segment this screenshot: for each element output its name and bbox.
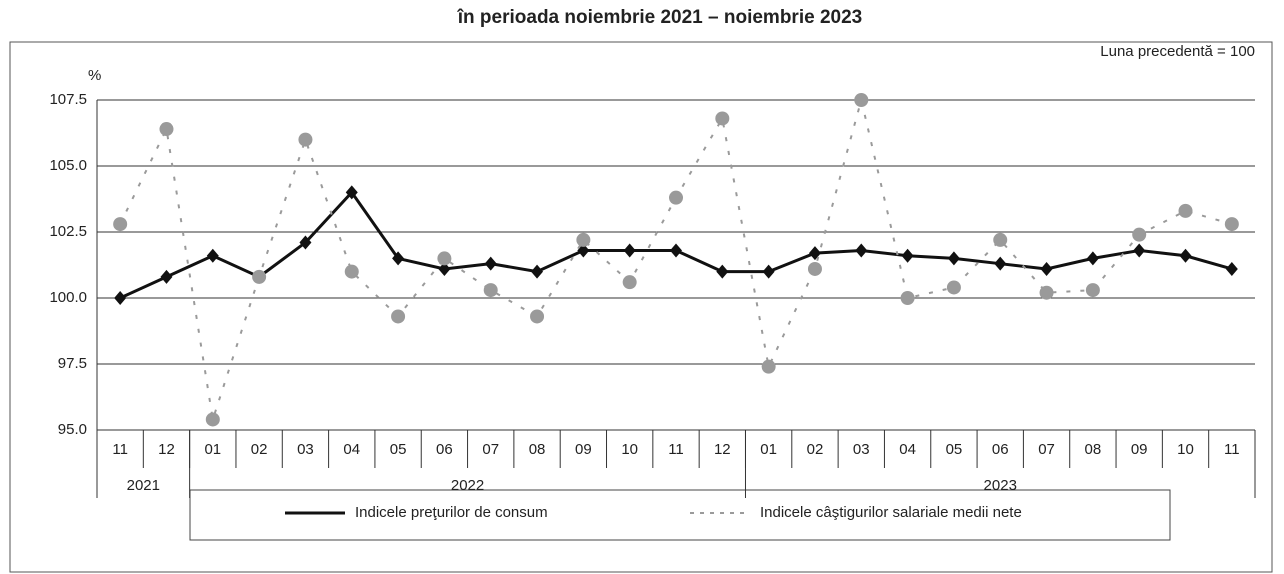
x-tick-label: 10 — [621, 441, 638, 458]
marker — [1085, 283, 1100, 298]
x-tick-label: 03 — [297, 441, 314, 458]
y-tick-label: 102.5 — [49, 223, 87, 240]
x-tick-label: 01 — [204, 441, 221, 458]
x-tick-label: 04 — [899, 441, 916, 458]
marker — [299, 235, 312, 250]
marker — [947, 251, 960, 266]
x-tick-label: 07 — [482, 441, 499, 458]
marker — [577, 243, 590, 258]
x-tick-label: 08 — [1085, 441, 1102, 458]
x-tick-label: 09 — [1131, 441, 1148, 458]
marker — [1179, 248, 1192, 263]
x-tick-label: 08 — [529, 441, 546, 458]
y-tick-label: 107.5 — [49, 91, 87, 108]
marker — [1224, 217, 1239, 232]
y-tick-label: 95.0 — [58, 421, 87, 438]
marker — [484, 256, 497, 271]
marker — [1132, 227, 1147, 242]
marker — [622, 275, 637, 290]
marker — [391, 309, 406, 324]
marker — [576, 232, 591, 247]
marker — [855, 243, 868, 258]
marker — [205, 412, 220, 427]
marker — [438, 261, 451, 276]
marker — [344, 264, 359, 279]
marker — [1178, 203, 1193, 218]
x-tick-label: 05 — [390, 441, 407, 458]
x-tick-label: 03 — [853, 441, 870, 458]
marker — [159, 122, 174, 137]
y-tick-label: 100.0 — [49, 289, 87, 306]
y-tick-label: 105.0 — [49, 157, 87, 174]
marker — [114, 291, 127, 305]
x-group-label: 2023 — [984, 477, 1017, 494]
x-tick-label: 05 — [946, 441, 963, 458]
marker — [483, 283, 498, 298]
marker — [761, 359, 776, 374]
x-tick-label: 10 — [1177, 441, 1194, 458]
marker — [531, 264, 544, 279]
marker — [669, 190, 683, 205]
legend-label: Indicele preţurilor de consum — [355, 504, 548, 521]
marker — [530, 309, 545, 324]
x-tick-label: 09 — [575, 441, 592, 458]
legend-label: Indicele câştigurilor salariale medii ne… — [760, 504, 1022, 521]
marker — [252, 269, 267, 284]
marker — [994, 256, 1007, 271]
x-tick-label: 11 — [112, 441, 128, 458]
x-tick-label: 12 — [158, 441, 175, 458]
marker — [206, 248, 219, 263]
x-tick-label: 12 — [714, 441, 731, 458]
marker — [1133, 243, 1146, 258]
marker — [392, 251, 405, 266]
marker — [113, 217, 128, 232]
marker — [993, 232, 1008, 247]
marker — [762, 264, 775, 279]
marker — [1039, 285, 1054, 300]
marker — [1086, 251, 1099, 266]
marker — [345, 185, 358, 200]
marker — [1040, 261, 1053, 276]
x-tick-label: 02 — [807, 441, 824, 458]
marker — [808, 246, 821, 261]
y-axis-label: % — [88, 67, 101, 84]
marker — [1225, 261, 1238, 276]
x-tick-label: 11 — [1224, 441, 1240, 458]
series-line — [119, 99, 1233, 420]
marker — [623, 243, 636, 258]
x-tick-label: 06 — [992, 441, 1009, 458]
marker — [854, 93, 869, 107]
y-tick-label: 97.5 — [58, 355, 87, 372]
marker — [298, 132, 313, 147]
chart-title: în perioada noiembrie 2021 – noiembrie 2… — [457, 7, 862, 28]
marker — [900, 291, 915, 305]
x-tick-label: 04 — [343, 441, 360, 458]
x-group-label: 2021 — [127, 477, 160, 494]
marker — [437, 251, 452, 266]
x-tick-label: 11 — [668, 441, 684, 458]
x-tick-label: 01 — [760, 441, 777, 458]
x-group-label: 2022 — [451, 477, 484, 494]
marker — [670, 243, 682, 258]
legend-box — [189, 489, 1171, 541]
marker — [160, 269, 173, 284]
marker — [901, 248, 914, 263]
x-tick-label: 06 — [436, 441, 453, 458]
x-tick-label: 02 — [251, 441, 268, 458]
marker — [807, 261, 822, 276]
x-tick-label: 07 — [1038, 441, 1055, 458]
marker — [716, 264, 729, 279]
chart-frame — [9, 41, 1273, 573]
subtitle: Luna precedentă = 100 — [1100, 43, 1255, 60]
marker — [946, 280, 961, 295]
marker — [715, 111, 730, 126]
